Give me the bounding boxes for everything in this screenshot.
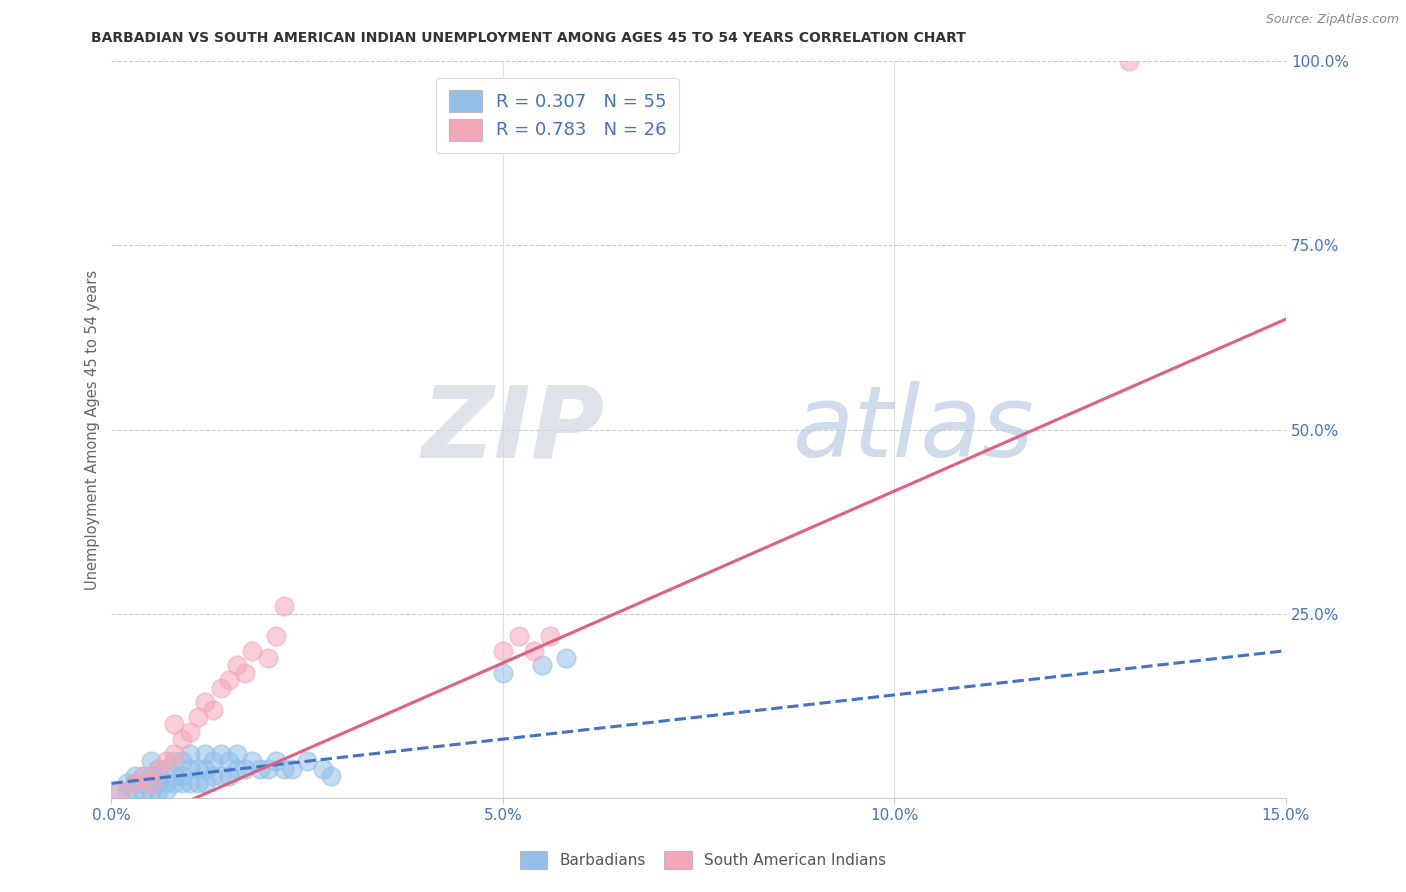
Point bbox=[148, 776, 170, 790]
Point bbox=[179, 776, 201, 790]
Point bbox=[202, 769, 225, 783]
Point bbox=[148, 762, 170, 776]
Point bbox=[233, 665, 256, 680]
Point bbox=[492, 665, 515, 680]
Point bbox=[170, 769, 193, 783]
Point bbox=[531, 658, 554, 673]
Point bbox=[202, 754, 225, 768]
Point bbox=[115, 783, 138, 797]
Point bbox=[115, 776, 138, 790]
Point bbox=[187, 776, 209, 790]
Point bbox=[139, 754, 162, 768]
Point bbox=[139, 769, 162, 783]
Point bbox=[187, 762, 209, 776]
Legend: Barbadians, South American Indians: Barbadians, South American Indians bbox=[513, 845, 893, 875]
Text: Source: ZipAtlas.com: Source: ZipAtlas.com bbox=[1265, 13, 1399, 27]
Point bbox=[508, 629, 530, 643]
Point bbox=[132, 776, 155, 790]
Point bbox=[170, 776, 193, 790]
Text: ZIP: ZIP bbox=[422, 381, 605, 478]
Point bbox=[273, 599, 295, 614]
Point bbox=[233, 762, 256, 776]
Point bbox=[194, 695, 217, 709]
Point bbox=[163, 717, 186, 731]
Point bbox=[225, 747, 247, 761]
Point bbox=[155, 754, 177, 768]
Point bbox=[209, 769, 232, 783]
Point bbox=[273, 762, 295, 776]
Point bbox=[264, 754, 287, 768]
Point bbox=[139, 783, 162, 797]
Point bbox=[179, 724, 201, 739]
Point bbox=[155, 783, 177, 797]
Point bbox=[554, 651, 576, 665]
Point bbox=[1118, 54, 1140, 69]
Point bbox=[209, 747, 232, 761]
Point bbox=[194, 762, 217, 776]
Point bbox=[179, 747, 201, 761]
Point bbox=[187, 710, 209, 724]
Point bbox=[319, 769, 342, 783]
Point bbox=[280, 762, 302, 776]
Point bbox=[108, 783, 131, 797]
Point bbox=[163, 754, 186, 768]
Point bbox=[163, 769, 186, 783]
Point bbox=[538, 629, 561, 643]
Point bbox=[179, 762, 201, 776]
Point bbox=[148, 769, 170, 783]
Legend: R = 0.307   N = 55, R = 0.783   N = 26: R = 0.307 N = 55, R = 0.783 N = 26 bbox=[436, 78, 679, 153]
Point bbox=[218, 769, 240, 783]
Point bbox=[312, 762, 335, 776]
Point bbox=[170, 754, 193, 768]
Point bbox=[492, 643, 515, 657]
Point bbox=[163, 776, 186, 790]
Point bbox=[155, 762, 177, 776]
Point bbox=[170, 732, 193, 747]
Point bbox=[257, 762, 280, 776]
Point bbox=[225, 762, 247, 776]
Point bbox=[194, 776, 217, 790]
Point bbox=[249, 762, 271, 776]
Point bbox=[148, 783, 170, 797]
Point bbox=[264, 629, 287, 643]
Point bbox=[240, 754, 263, 768]
Point bbox=[124, 776, 146, 790]
Point bbox=[225, 658, 247, 673]
Point bbox=[257, 651, 280, 665]
Point bbox=[209, 681, 232, 695]
Point bbox=[139, 776, 162, 790]
Point bbox=[132, 769, 155, 783]
Point bbox=[202, 703, 225, 717]
Point bbox=[155, 776, 177, 790]
Point bbox=[148, 762, 170, 776]
Point bbox=[132, 783, 155, 797]
Point bbox=[295, 754, 318, 768]
Point bbox=[124, 769, 146, 783]
Text: atlas: atlas bbox=[793, 381, 1035, 478]
Point bbox=[139, 776, 162, 790]
Point bbox=[132, 769, 155, 783]
Point bbox=[124, 783, 146, 797]
Point bbox=[523, 643, 546, 657]
Point bbox=[108, 783, 131, 797]
Point bbox=[124, 776, 146, 790]
Point bbox=[240, 643, 263, 657]
Y-axis label: Unemployment Among Ages 45 to 54 years: Unemployment Among Ages 45 to 54 years bbox=[86, 269, 100, 590]
Point bbox=[218, 754, 240, 768]
Point bbox=[194, 747, 217, 761]
Point bbox=[218, 673, 240, 688]
Text: BARBADIAN VS SOUTH AMERICAN INDIAN UNEMPLOYMENT AMONG AGES 45 TO 54 YEARS CORREL: BARBADIAN VS SOUTH AMERICAN INDIAN UNEMP… bbox=[91, 31, 966, 45]
Point bbox=[163, 747, 186, 761]
